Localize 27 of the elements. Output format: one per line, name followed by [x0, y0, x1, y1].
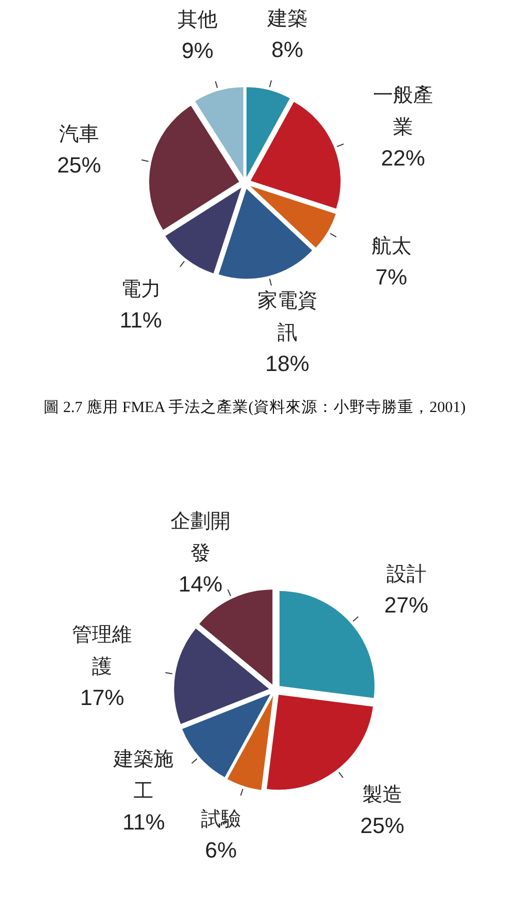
slice-label: 管理維護: [72, 624, 132, 678]
data-label: 11%: [122, 810, 165, 835]
data-label: 7%: [375, 264, 408, 290]
data-label: 17%: [80, 685, 124, 710]
slice-label: 其他: [178, 9, 218, 32]
data-label: 9%: [182, 38, 214, 64]
slice-label: 建築施工: [112, 748, 174, 803]
slice-label: 設計: [386, 563, 426, 586]
data-label: 25%: [57, 152, 102, 178]
slice-label: 家電資訊: [257, 290, 318, 344]
data-label: 27%: [384, 592, 428, 618]
slice-label: 航太: [371, 235, 412, 258]
caption: 圖 2.7 應用 FMEA 手法之產業(資料來源：小野寺勝重，2001): [43, 398, 466, 416]
data-label: 8%: [271, 36, 304, 62]
data-label: 11%: [120, 308, 162, 333]
slice-label: 企劃開發: [170, 510, 230, 564]
slice-label: 一般產業: [373, 84, 434, 138]
data-label: 14%: [178, 571, 223, 596]
slice-label: 試驗: [200, 808, 241, 831]
slice-label: 建築: [266, 8, 308, 30]
data-label: 18%: [265, 351, 310, 376]
data-label: 25%: [360, 813, 404, 838]
data-label: 22%: [381, 145, 426, 170]
slice-label: 電力: [120, 278, 161, 301]
slice-label: 汽車: [59, 123, 100, 146]
slice-label: 製造: [362, 784, 402, 806]
data-label: 6%: [205, 838, 237, 863]
